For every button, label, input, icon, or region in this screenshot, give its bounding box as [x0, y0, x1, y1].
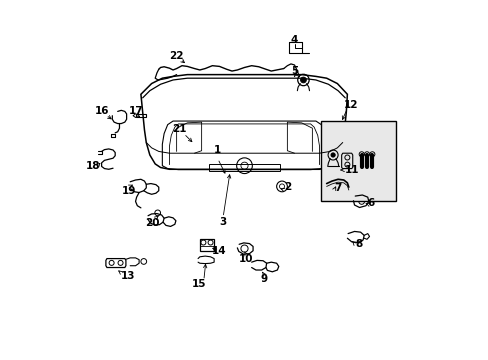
- Text: 1: 1: [214, 145, 221, 155]
- Text: 7: 7: [334, 183, 341, 193]
- Circle shape: [330, 153, 335, 157]
- Text: 2: 2: [283, 182, 290, 192]
- Text: 22: 22: [168, 51, 183, 61]
- Text: 11: 11: [344, 165, 358, 175]
- Text: 13: 13: [121, 271, 135, 281]
- Text: 18: 18: [85, 161, 100, 171]
- Text: 10: 10: [238, 253, 253, 264]
- Circle shape: [364, 152, 369, 157]
- Circle shape: [358, 152, 364, 157]
- Circle shape: [300, 77, 305, 83]
- Text: 8: 8: [354, 239, 362, 249]
- Text: 20: 20: [145, 218, 159, 228]
- Text: 4: 4: [290, 35, 298, 45]
- FancyBboxPatch shape: [321, 121, 395, 202]
- Text: 16: 16: [94, 107, 109, 116]
- Text: 5: 5: [290, 66, 298, 76]
- Text: 12: 12: [343, 100, 358, 110]
- Text: 17: 17: [129, 107, 143, 116]
- Text: 3: 3: [219, 217, 226, 227]
- Text: 21: 21: [172, 124, 186, 134]
- Circle shape: [369, 152, 374, 157]
- Text: 19: 19: [122, 186, 136, 196]
- Text: 14: 14: [212, 247, 226, 256]
- Text: 9: 9: [260, 274, 267, 284]
- Text: 6: 6: [367, 198, 374, 208]
- Text: 15: 15: [192, 279, 206, 289]
